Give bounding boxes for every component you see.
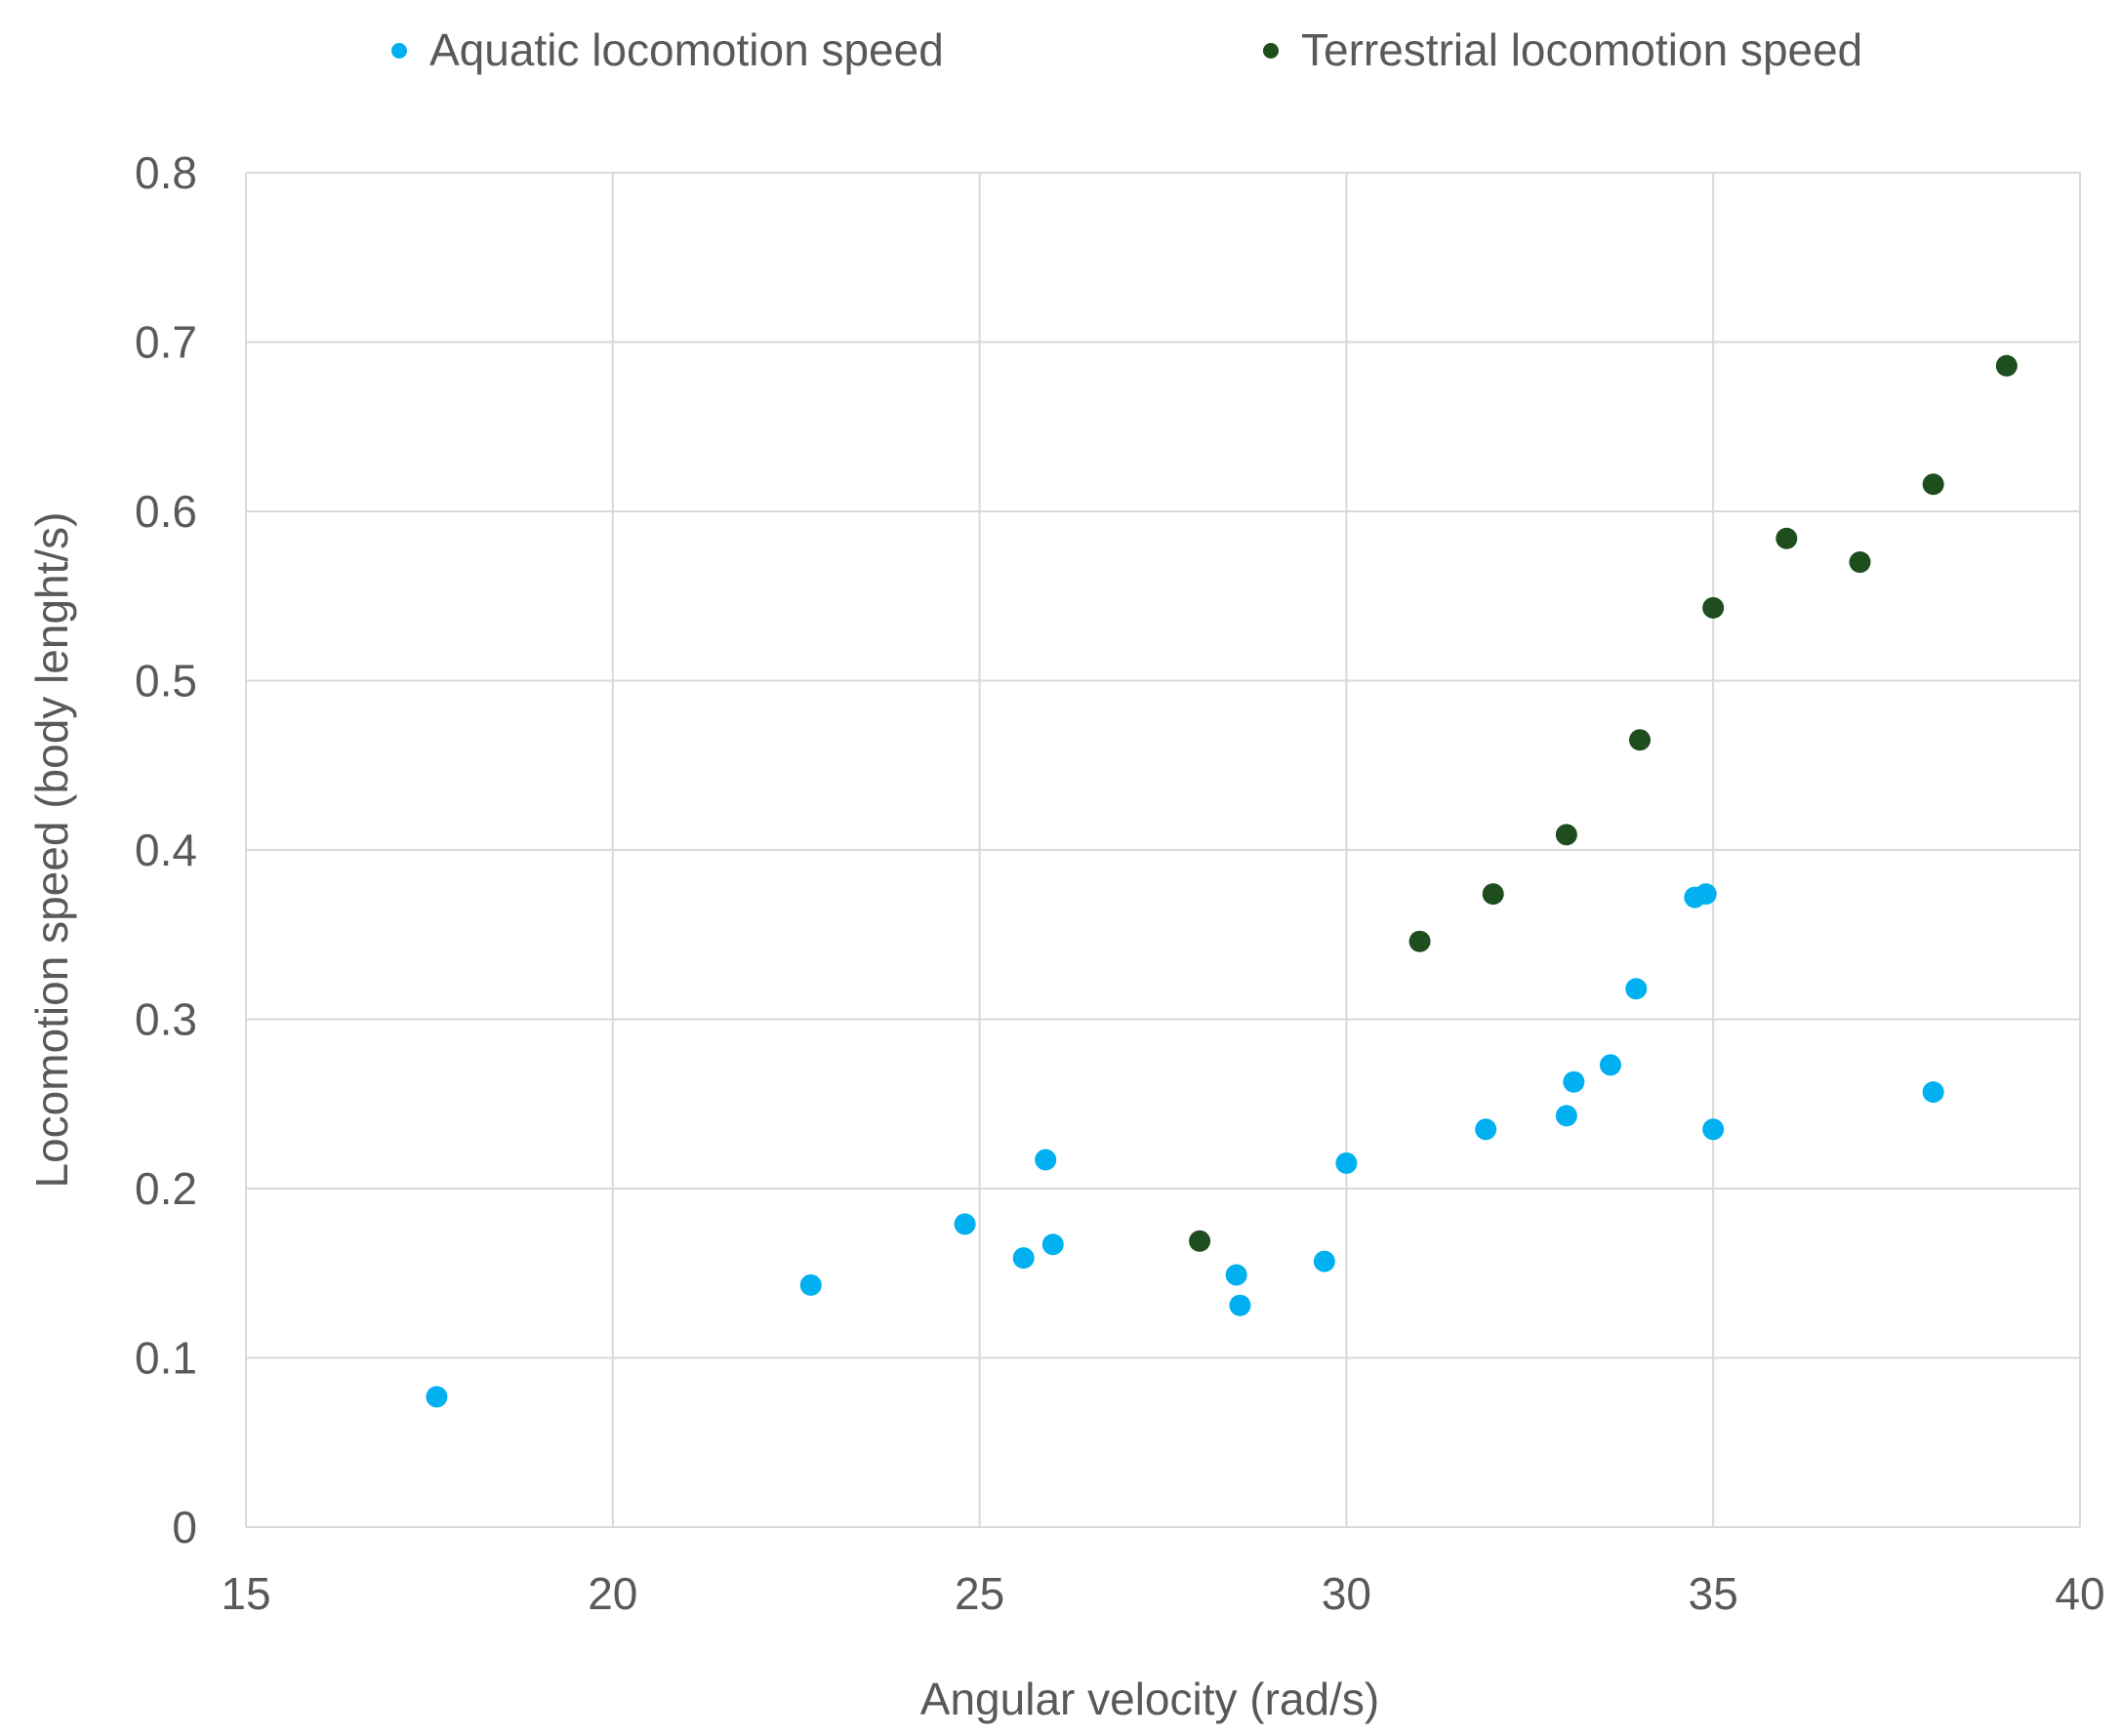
x-tick-label: 30 xyxy=(1322,1568,1371,1619)
point-terrestrial xyxy=(1189,1230,1211,1252)
point-aquatic xyxy=(1555,1105,1577,1127)
y-tick-label: 0.2 xyxy=(135,1163,197,1214)
point-aquatic xyxy=(1702,1118,1725,1141)
y-tick-label: 0.1 xyxy=(135,1333,197,1384)
y-axis-title: Locomotion speed (body lenght/s) xyxy=(26,512,77,1189)
point-terrestrial xyxy=(1629,729,1652,751)
point-terrestrial xyxy=(1849,551,1871,574)
x-tick-label: 25 xyxy=(955,1568,1004,1619)
y-tick-label: 0.4 xyxy=(135,825,197,875)
point-aquatic xyxy=(1229,1294,1251,1316)
point-aquatic xyxy=(1694,883,1717,906)
point-aquatic xyxy=(1922,1081,1944,1104)
point-aquatic xyxy=(1041,1233,1064,1256)
y-tick-label: 0.8 xyxy=(135,147,197,198)
point-terrestrial xyxy=(1702,596,1725,619)
legend-label-aquatic: Aquatic locomotion speed xyxy=(429,24,944,75)
point-aquatic xyxy=(1335,1151,1358,1174)
y-tick-label: 0.3 xyxy=(135,994,197,1045)
x-axis-title: Angular velocity (rad/s) xyxy=(920,1674,1379,1724)
x-tick-label: 20 xyxy=(588,1568,637,1619)
point-aquatic xyxy=(1563,1070,1585,1093)
point-aquatic xyxy=(1475,1118,1497,1141)
point-aquatic xyxy=(426,1386,448,1408)
point-aquatic xyxy=(1225,1264,1247,1286)
legend-marker-terrestrial xyxy=(1263,43,1279,59)
x-axis-ticks: 15 20 25 30 35 40 xyxy=(221,1568,2104,1619)
y-tick-label: 0 xyxy=(172,1502,197,1553)
legend-marker-aquatic xyxy=(391,43,407,59)
point-aquatic xyxy=(1313,1250,1335,1272)
point-aquatic xyxy=(1035,1149,1057,1171)
point-aquatic xyxy=(954,1213,976,1235)
y-tick-label: 0.5 xyxy=(135,656,197,707)
y-tick-label: 0.6 xyxy=(135,486,197,537)
gridlines xyxy=(245,172,2081,1528)
point-aquatic xyxy=(1625,978,1648,1000)
point-terrestrial xyxy=(1922,473,1944,496)
point-aquatic xyxy=(799,1273,822,1296)
x-tick-label: 35 xyxy=(1689,1568,1738,1619)
point-terrestrial xyxy=(1555,824,1577,846)
point-terrestrial xyxy=(1408,930,1431,952)
x-tick-label: 40 xyxy=(2055,1568,2104,1619)
y-tick-label: 0.7 xyxy=(135,317,197,368)
point-terrestrial xyxy=(1995,354,2018,377)
point-aquatic xyxy=(1012,1247,1035,1270)
point-aquatic xyxy=(1599,1054,1621,1076)
y-axis-ticks: 0 0.1 0.2 0.3 0.4 0.5 0.6 0.7 0.8 xyxy=(135,147,197,1553)
x-tick-label: 15 xyxy=(221,1568,270,1619)
data-points xyxy=(426,354,2018,1408)
point-terrestrial xyxy=(1775,527,1798,549)
legend: Aquatic locomotion speed Terrestrial loc… xyxy=(391,24,1862,75)
legend-label-terrestrial: Terrestrial locomotion speed xyxy=(1301,24,1862,75)
point-terrestrial xyxy=(1482,883,1504,906)
